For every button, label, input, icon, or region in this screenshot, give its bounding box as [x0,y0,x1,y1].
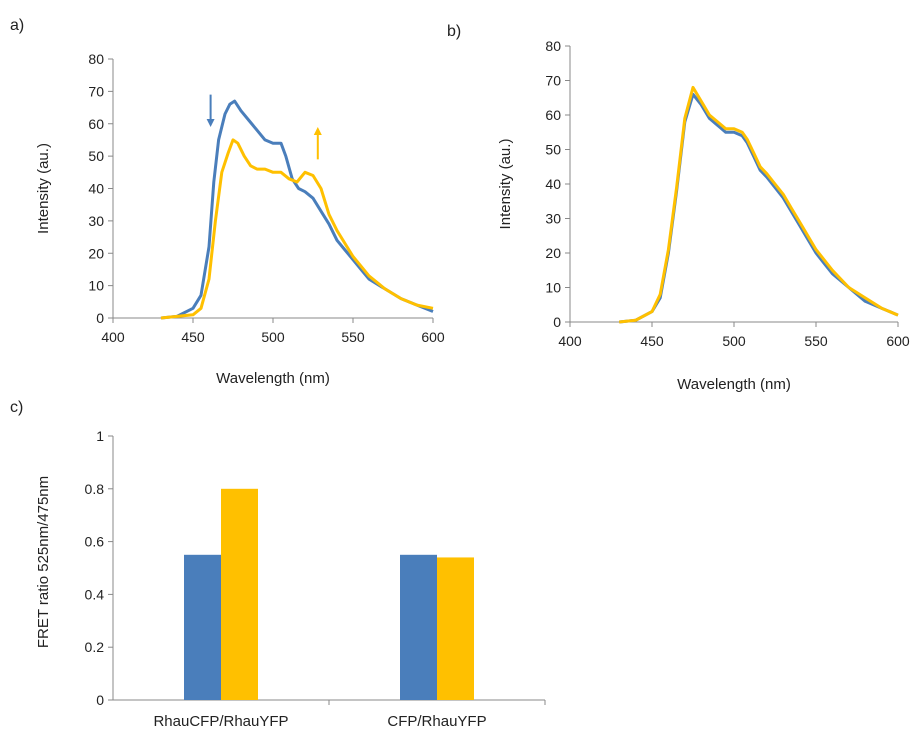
series-line-1 [160,99,434,320]
y-tick-label: 1 [96,428,104,444]
panel-a: a) Intensity (au.) Wavelength (nm) 0 10 20… [10,17,445,387]
x-tick-label: 450 [640,333,664,349]
x-tick-label: 500 [261,329,285,345]
y-tick-label: 50 [88,148,104,164]
y-tick-label: 0.8 [85,481,105,497]
y-tick-label: 0.2 [85,639,105,655]
y-tick-label: 80 [545,38,561,54]
x-tick-label: 600 [886,333,910,349]
panel-b-x-axis-label: Wavelength (nm) [677,376,791,393]
x-tick-label: 550 [804,333,828,349]
x-tick-label: 550 [341,329,365,345]
y-tick-label: 30 [88,213,104,229]
y-tick-label: 40 [545,176,561,192]
panel-b-plot-area [619,85,899,324]
y-tick-label: 0.4 [85,586,105,602]
y-tick-label: 0 [96,310,104,326]
panel-a-axes: 0 10 20 30 40 50 60 70 80 400 450 500 550 600 [88,51,444,345]
y-tick-label: 70 [545,73,561,89]
up-arrow-head [313,126,322,135]
x-tick-label: 400 [101,329,125,345]
y-tick-label: 0.6 [85,534,105,550]
panel-c-plot-area [184,488,474,700]
x-tick-label: 450 [181,329,205,345]
y-tick-label: 10 [88,278,104,294]
panel-c-axes: 0 0.2 0.4 0.6 0.8 1 RhauCFP/RhauYFP CFP/RhauYFP [85,428,546,730]
x-category-label: CFP/RhauYFP [387,713,486,730]
y-tick-label: 50 [545,142,561,158]
bar-series1-2 [400,554,437,700]
panel-b-y-axis-label: Intensity (au.) [497,139,514,230]
x-tick-label: 500 [722,333,746,349]
y-tick-label: 20 [545,245,561,261]
panel-b-axes: 0 10 20 30 40 50 60 70 80 400 450 500 550 600 [545,38,909,349]
y-tick-label: 70 [88,83,104,99]
x-tick-label: 400 [558,333,582,349]
x-category-label: RhauCFP/RhauYFP [153,713,288,730]
panel-a-y-axis-label: Intensity (au.) [35,143,52,234]
panel-c-y-axis-label: FRET ratio 525nm/475nm [35,476,52,648]
y-tick-label: 20 [88,245,104,261]
panel-c: c) FRET ratio 525nm/475nm 0 0.2 0.4 0.6 0.8 1… [10,399,546,730]
y-tick-label: 60 [545,107,561,123]
panel-a-x-axis-label: Wavelength (nm) [216,370,330,387]
panel-c-label: c) [10,399,23,416]
y-tick-label: 80 [88,51,104,67]
bar-series2-1 [221,488,258,700]
series-line-2 [160,138,434,320]
panel-a-label: a) [10,17,24,34]
y-tick-label: 30 [545,211,561,227]
down-arrow-head [206,118,215,127]
x-tick-label: 600 [421,329,445,345]
bar-series2-2 [437,557,474,700]
y-tick-label: 0 [553,314,561,330]
series-line-2 [619,85,899,324]
panel-b-label: b) [447,23,461,40]
panel-b: b) Intensity (au.) Wavelength (nm) 0 10 20… [447,23,910,393]
y-tick-label: 10 [545,280,561,296]
bar-series1-1 [184,554,221,700]
y-tick-label: 40 [88,181,104,197]
y-tick-label: 0 [96,692,104,708]
panel-a-plot-area [160,94,434,320]
y-tick-label: 60 [88,116,104,132]
